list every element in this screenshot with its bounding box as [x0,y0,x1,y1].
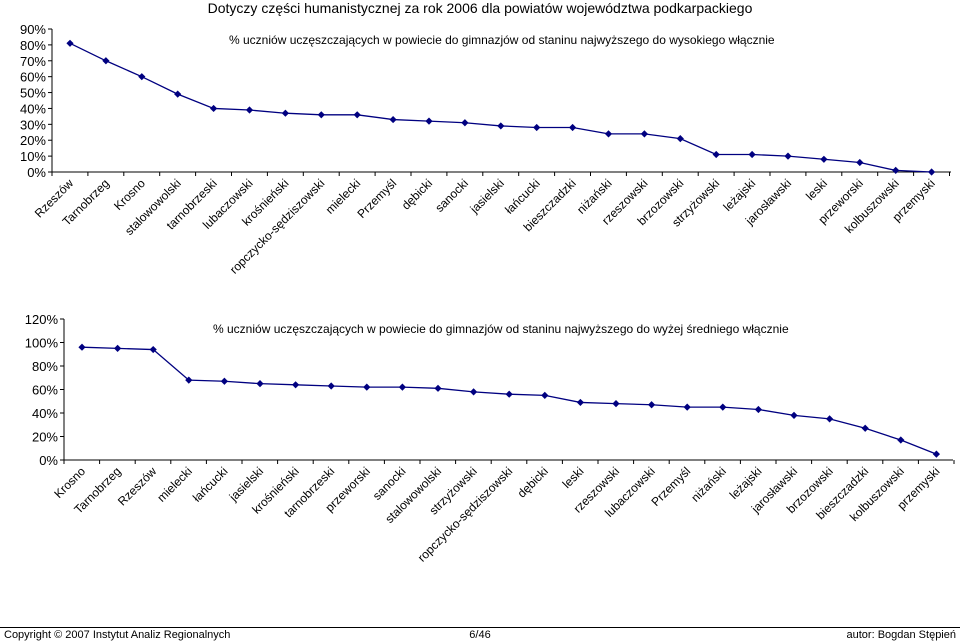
y-tick-label: 40% [20,101,46,116]
data-point [826,415,834,423]
data-point [754,405,762,414]
data-point [497,122,505,130]
data-point [327,382,335,390]
category-label: Rzeszów [115,464,160,509]
data-point [790,411,798,419]
data-point [363,383,371,391]
data-point [174,90,182,98]
chart-title: % uczniów uczęszczających w powiecie do … [229,33,775,47]
y-tick-label: 40% [32,406,58,421]
data-point [398,383,406,391]
data-point [138,73,146,81]
page-title: Dotyczy części humanistycznej za rok 200… [207,0,753,16]
data-point [434,384,442,392]
y-tick-label: 120% [25,312,59,327]
footer-page-number: 6/46 [469,629,491,641]
category-label: dębicki [515,464,551,500]
data-point [317,111,325,119]
y-tick-label: 80% [32,359,58,374]
category-label: Przemyśl [354,176,399,221]
data-point [353,111,361,119]
data-point [640,130,648,138]
data-point [470,388,478,396]
data-point [210,104,218,113]
y-tick-label: 80% [20,38,46,53]
footer: Copyright © 2007 Instytut Analiz Regiona… [0,627,960,643]
data-point [820,155,828,163]
data-point [856,158,864,167]
chart-bottom: 0% 20% 40% 60% 80% 100% 120% % uczniów uczęszcz… [25,312,955,565]
category-label: niżański [688,464,729,505]
data-point [897,436,905,444]
chart-top: 0%10%20%30%40%50%60%70%80%90% % uczniów u… [20,22,951,277]
data-point [505,390,513,398]
data-point [389,115,397,124]
y-tick-label: 20% [20,133,46,148]
data-point [281,109,289,117]
data-point [932,450,940,458]
y-tick-label: 60% [20,70,46,85]
data-point [220,377,228,385]
data-point [114,344,122,352]
data-point [102,57,110,65]
series-line [81,346,937,455]
y-tick-label: 0% [39,453,58,468]
footer-author: autor: Bogdan Stępień [846,629,956,641]
y-tick-label: 20% [32,430,58,445]
category-label: Przemyśl [649,464,694,509]
data-point [676,135,684,143]
data-point [256,380,264,388]
category-label: łańcucki [190,464,231,505]
y-tick-label: 90% [20,22,46,37]
data-point [683,403,691,411]
y-tick-label: 0% [27,165,46,180]
data-point [569,123,577,132]
y-tick-label: 70% [20,54,46,69]
data-point [245,106,254,114]
data-point [461,119,469,127]
data-point [719,403,727,411]
data-point [541,391,549,399]
category-label: leski [560,464,587,491]
data-point [892,166,900,175]
category-label: jasielski [467,176,507,216]
data-point [712,150,720,159]
data-point [425,117,433,125]
data-point [292,381,300,389]
data-point [784,152,792,160]
y-tick-label: 30% [20,117,46,132]
series-line [69,42,932,173]
data-point [533,123,541,132]
y-tick-label: 100% [25,336,59,351]
y-tick-label: 60% [32,383,58,398]
category-label: mielecki [154,464,195,505]
data-point [78,343,86,351]
category-label: sanocki [432,176,471,215]
data-point [576,398,584,407]
category-label: dębicki [399,176,435,212]
data-point [604,130,613,138]
chart-title: % uczniów uczęszczających w powiecie do … [213,322,789,336]
data-point [612,400,620,408]
data-point [748,150,756,159]
category-label: leski [803,176,830,203]
y-tick-label: 10% [20,149,46,164]
footer-copyright: Copyright © 2007 Instytut Analiz Regiona… [4,629,231,641]
data-point [648,401,656,409]
data-point [861,424,869,432]
data-point [66,39,74,47]
data-point [928,168,936,176]
y-tick-label: 50% [20,86,46,101]
